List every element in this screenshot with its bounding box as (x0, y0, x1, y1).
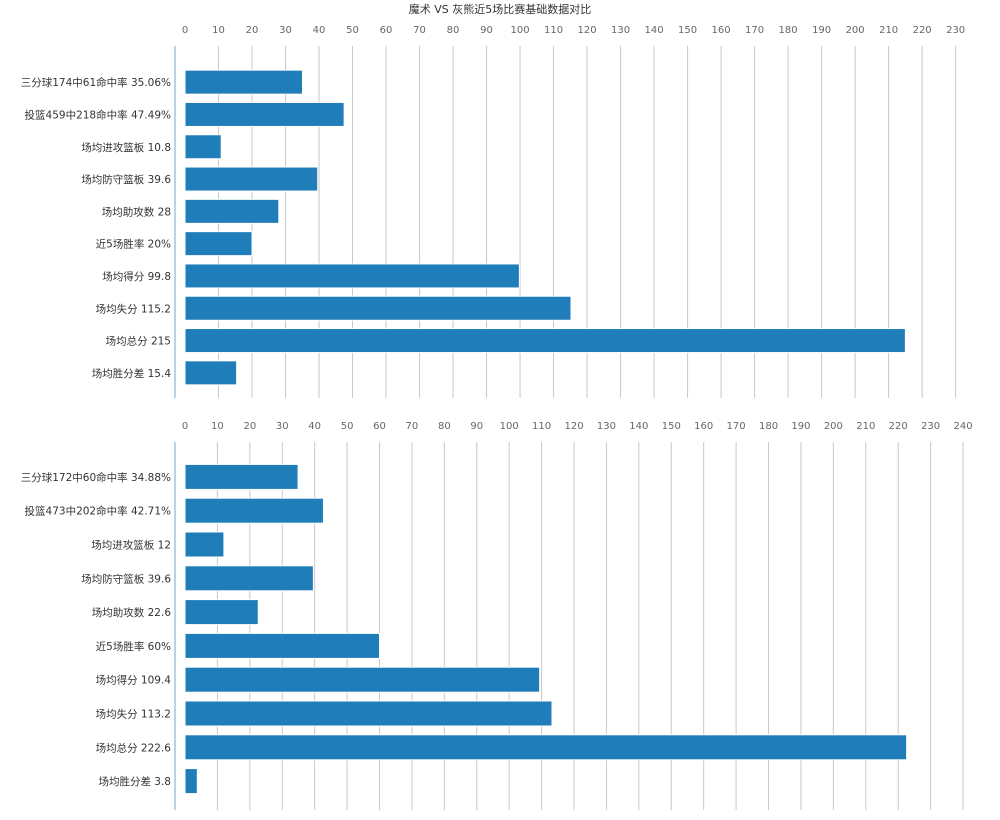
x-tick-label: 80 (447, 25, 460, 36)
x-tick-label: 110 (532, 421, 551, 432)
category-label: 近5场胜率 20% (96, 238, 171, 251)
category-label: 场均进攻篮板 12 (91, 539, 171, 552)
x-tick-label: 190 (812, 25, 831, 36)
x-tick-label: 80 (438, 421, 451, 432)
category-label: 场均总分 222.6 (96, 741, 172, 754)
category-label: 场均进攻篮板 10.8 (81, 141, 171, 154)
x-tick-label: 220 (889, 421, 908, 432)
x-tick-label: 190 (791, 421, 810, 432)
x-tick-label: 140 (629, 421, 648, 432)
bar[interactable] (184, 198, 280, 224)
chart-title: 魔术 VS 灰熊近5场比赛基础数据对比 (408, 3, 592, 16)
x-tick-label: 180 (779, 25, 798, 36)
x-tick-label: 60 (380, 25, 393, 36)
category-label: 近5场胜率 60% (96, 640, 171, 653)
x-tick-label: 40 (313, 25, 326, 36)
x-tick-label: 140 (645, 25, 664, 36)
bar[interactable] (184, 231, 253, 257)
bar[interactable] (184, 734, 908, 761)
x-tick-label: 210 (856, 421, 875, 432)
x-tick-label: 0 (182, 421, 188, 432)
x-tick-label: 150 (678, 25, 697, 36)
x-tick-label: 200 (824, 421, 843, 432)
x-tick-label: 160 (694, 421, 713, 432)
category-label: 场均得分 99.8 (102, 270, 171, 283)
x-tick-label: 50 (341, 421, 354, 432)
bar[interactable] (184, 295, 572, 321)
bar[interactable] (184, 666, 541, 693)
category-label: 投篮459中218命中率 47.49% (25, 108, 171, 121)
bar[interactable] (184, 632, 381, 659)
category-label: 场均失分 113.2 (96, 708, 171, 721)
category-label: 三分球174中61命中率 35.06% (21, 76, 171, 89)
category-label: 场均助攻数 22.6 (92, 606, 172, 619)
x-tick-label: 230 (946, 25, 965, 36)
x-tick-label: 20 (246, 25, 259, 36)
x-tick-label: 90 (480, 25, 493, 36)
x-tick-label: 130 (611, 25, 630, 36)
x-tick-label: 50 (346, 25, 359, 36)
x-tick-label: 100 (500, 421, 519, 432)
bar[interactable] (184, 263, 520, 289)
x-tick-label: 10 (212, 25, 225, 36)
x-tick-label: 90 (470, 421, 483, 432)
x-tick-label: 220 (913, 25, 932, 36)
x-tick-label: 100 (511, 25, 530, 36)
category-label: 场均得分 109.4 (96, 674, 172, 687)
category-label: 场均失分 115.2 (96, 302, 171, 315)
bar[interactable] (184, 101, 345, 127)
x-tick-label: 60 (373, 421, 386, 432)
category-label: 场均胜分差 3.8 (98, 775, 171, 788)
x-tick-label: 70 (413, 25, 426, 36)
x-tick-label: 180 (759, 421, 778, 432)
bar[interactable] (184, 700, 553, 727)
bar[interactable] (184, 497, 324, 524)
x-tick-label: 10 (211, 421, 224, 432)
x-tick-label: 170 (745, 25, 764, 36)
x-tick-label: 240 (953, 421, 972, 432)
x-tick-label: 130 (597, 421, 616, 432)
category-label: 投篮473中202命中率 42.71% (25, 505, 171, 518)
category-label: 场均胜分差 15.4 (92, 367, 172, 380)
bar[interactable] (184, 69, 303, 95)
bar[interactable] (184, 360, 238, 386)
bar[interactable] (184, 531, 225, 558)
category-label: 场均助攻数 28 (102, 205, 171, 218)
x-tick-label: 200 (846, 25, 865, 36)
x-tick-label: 160 (712, 25, 731, 36)
x-tick-label: 30 (276, 421, 289, 432)
x-tick-label: 120 (578, 25, 597, 36)
category-label: 场均总分 215 (106, 335, 171, 348)
x-tick-label: 210 (879, 25, 898, 36)
x-tick-label: 70 (406, 421, 419, 432)
x-tick-label: 170 (727, 421, 746, 432)
bar[interactable] (184, 166, 319, 192)
x-tick-label: 230 (921, 421, 940, 432)
bar[interactable] (184, 565, 314, 592)
bar-chart-top: 0 10 20 30 40 50 60 70 80 90 100 110 120 130 140 150 160… (21, 25, 965, 398)
bar[interactable] (184, 768, 198, 795)
x-tick-label: 120 (564, 421, 583, 432)
category-label: 场均防守篮板 39.6 (81, 572, 171, 585)
x-tick-label: 150 (662, 421, 681, 432)
category-label: 三分球172中60命中率 34.88% (21, 471, 171, 484)
category-label: 场均防守篮板 39.6 (81, 173, 171, 186)
x-tick-label: 40 (308, 421, 321, 432)
x-tick-label: 20 (243, 421, 256, 432)
x-tick-label: 110 (544, 25, 563, 36)
bar[interactable] (184, 463, 299, 490)
x-tick-label: 0 (182, 25, 188, 36)
bar[interactable] (184, 134, 222, 160)
bar[interactable] (184, 599, 259, 626)
x-tick-label: 30 (279, 25, 292, 36)
bar-chart-bottom: 0 10 20 30 40 50 60 70 80 90 100 110 120 130 140 150 160… (21, 421, 973, 810)
bar[interactable] (184, 328, 906, 354)
